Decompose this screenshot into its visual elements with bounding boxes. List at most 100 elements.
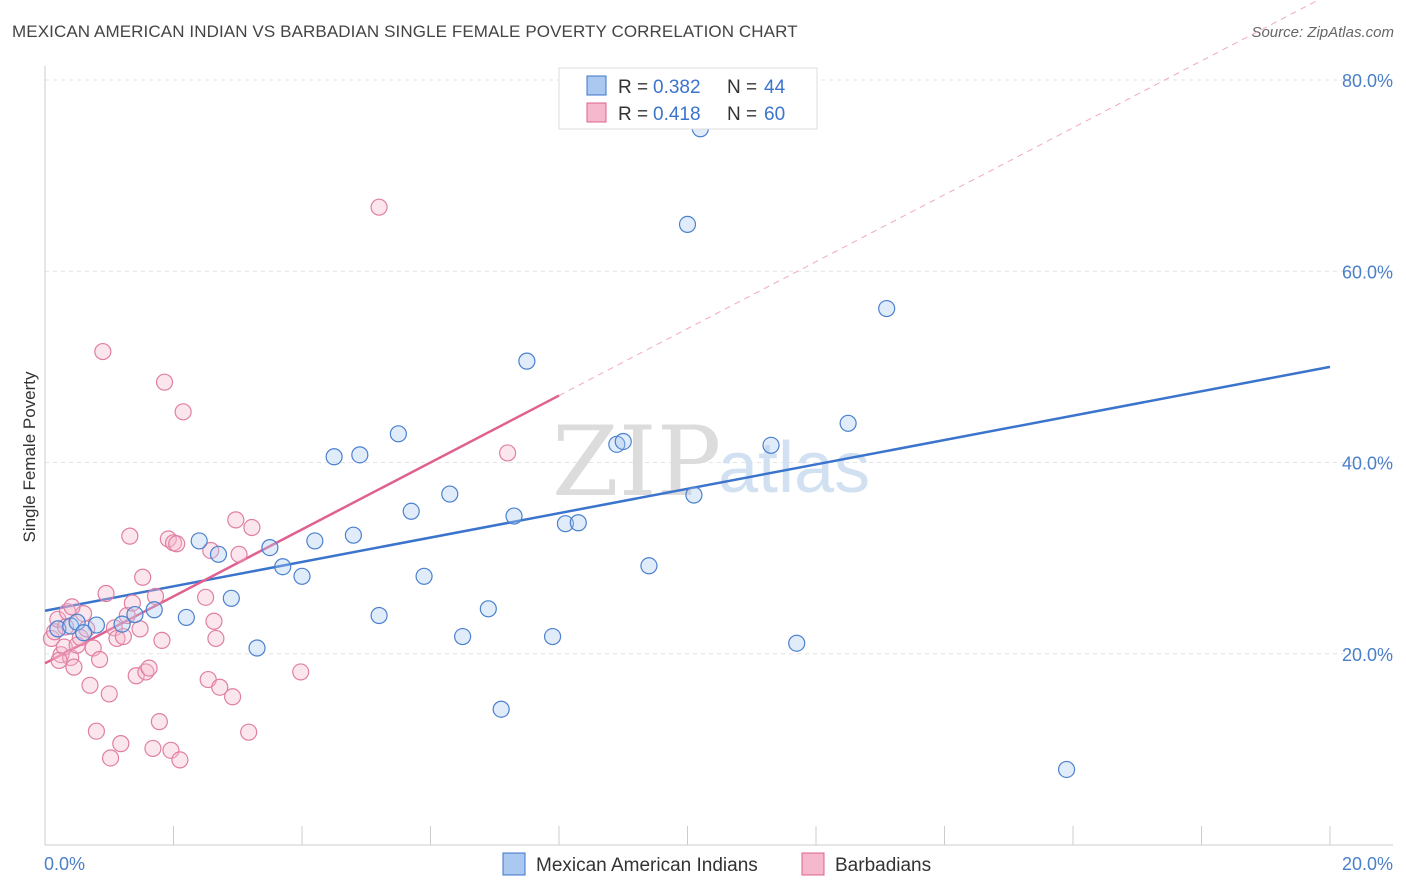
point-barbadians-59 [63,598,81,616]
x-tick-label-1: 20.0% [1342,854,1393,874]
y-tick-labels: 20.0% 40.0% 60.0% 80.0% [1342,71,1393,665]
point-barbadians-53 [243,518,261,537]
point-barbadians-31 [140,659,158,677]
point-mexican-american-indians-23 [441,485,459,503]
point-mexican-american-indians-4 [113,615,131,633]
point-barbadians-40 [168,535,186,553]
point-mexican-american-indians-7 [177,608,195,627]
point-barbadians-29 [134,568,152,586]
point-mexican-american-indians-35 [678,215,697,233]
point-mexican-american-indians-6 [145,601,163,619]
point-barbadians-51 [230,545,248,563]
correlation-legend: R = 0.382 N = 44 R = 0.418 N = 60 [558,67,818,130]
trend-line-barbadians [44,394,560,665]
point-barbadians-14 [87,722,106,740]
y-tick-label-1: 40.0% [1342,454,1393,474]
legend-n-value-1: 44 [764,77,786,98]
point-mexican-american-indians-2 [68,613,86,631]
point-mexican-american-indians-31 [569,514,587,532]
point-mexican-american-indians-20 [389,425,407,443]
legend-swatch-pink [586,102,607,123]
legend-swatch-blue [586,75,607,96]
point-barbadians-32 [144,739,162,758]
point-barbadians-54 [292,663,310,681]
point-barbadians-55 [370,198,388,216]
point-barbadians-42 [174,403,192,421]
chart-title: MEXICAN AMERICAN INDIAN VS BARBADIAN SIN… [12,22,798,41]
axes [44,66,1393,846]
point-barbadians-33 [146,587,165,605]
point-mexican-american-indians-34 [640,557,658,575]
point-mexican-american-indians-0 [49,620,67,638]
point-mexican-american-indians-18 [351,446,369,464]
series-legend-label-pink: Barbadians [835,855,931,876]
point-barbadians-22 [112,735,130,753]
point-mexican-american-indians-38 [762,436,780,454]
point-barbadians-18 [100,685,118,703]
point-mexican-american-indians-12 [261,539,279,557]
legend-r-value-1: 0.382 [653,77,701,98]
point-barbadians-27 [127,667,145,685]
point-barbadians-16 [94,342,112,361]
point-barbadians-48 [211,678,229,696]
point-mexican-american-indians-41 [878,299,896,318]
y-tick-label-0: 20.0% [1342,645,1393,665]
point-barbadians-28 [131,620,149,638]
x-tick-labels: 0.0% 20.0% [44,854,1393,874]
point-mexican-american-indians-24 [454,627,472,646]
point-mexican-american-indians-15 [306,532,324,550]
point-mexican-american-indians-19 [370,606,388,625]
point-mexican-american-indians-43 [74,624,93,642]
legend-r-value-2: 0.418 [653,104,701,125]
point-mexican-american-indians-9 [209,545,228,563]
point-barbadians-57 [50,651,68,670]
point-mexican-american-indians-37 [685,486,703,504]
point-mexican-american-indians-39 [788,634,806,652]
point-barbadians-45 [202,541,220,560]
point-barbadians-41 [171,751,189,769]
point-barbadians-20 [105,619,123,637]
point-mexican-american-indians-40 [839,414,857,432]
y-tick-label-2: 60.0% [1342,262,1393,282]
point-barbadians-47 [207,629,225,648]
trend-line-barbadians-extension [558,0,1320,397]
point-barbadians-43 [197,588,215,606]
point-barbadians-7 [65,658,83,676]
point-barbadians-50 [227,511,245,529]
point-barbadians-36 [155,373,174,391]
point-barbadians-46 [205,612,223,630]
point-mexican-american-indians-29 [543,627,562,646]
point-mexican-american-indians-25 [479,600,497,618]
point-barbadians-35 [153,631,171,649]
data-points [42,120,1076,779]
series-legend: Mexican American Indians Barbadians [502,852,931,876]
legend-n-label-2: N = [727,104,757,125]
trend-line-mexican-american-indians [44,365,1331,612]
legend-r-label-2: R = [618,104,648,125]
point-mexican-american-indians-26 [492,700,510,718]
point-barbadians-56 [499,444,517,462]
point-mexican-american-indians-8 [190,532,208,550]
point-mexican-american-indians-22 [415,567,433,585]
point-barbadians-25 [121,527,139,545]
point-mexican-american-indians-13 [274,558,292,576]
x-tick-label-0: 0.0% [44,854,85,874]
point-barbadians-17 [97,584,115,603]
point-mexican-american-indians-42 [1057,760,1076,779]
series-legend-swatch-pink [801,852,825,876]
trend-lines [44,0,1331,665]
point-barbadians-23 [114,627,132,646]
point-mexican-american-indians-5 [126,605,144,624]
point-mexican-american-indians-27 [505,507,523,525]
point-mexican-american-indians-28 [518,352,536,370]
legend-n-value-2: 60 [764,104,785,125]
point-barbadians-15 [91,650,109,669]
legend-n-label-1: N = [727,77,757,98]
point-mexican-american-indians-14 [293,567,311,585]
point-mexican-american-indians-21 [402,502,420,520]
point-barbadians-52 [240,723,258,741]
y-axis-label: Single Female Poverty [20,371,39,543]
point-mexican-american-indians-10 [222,589,240,607]
source-label: Source: ZipAtlas.com [1251,24,1394,41]
